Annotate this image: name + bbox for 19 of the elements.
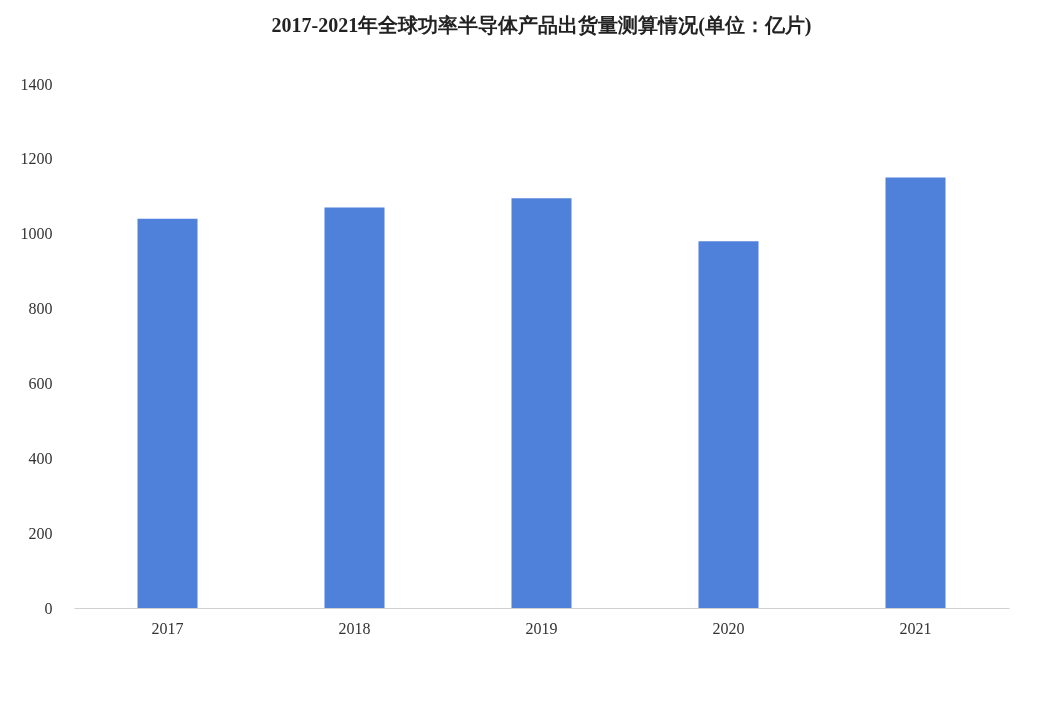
bar	[698, 241, 759, 608]
chart-title: 2017-2021年全球功率半导体产品出货量测算情况(单位：亿片)	[271, 14, 812, 37]
y-tick-label: 600	[28, 374, 53, 392]
bar	[137, 218, 198, 608]
bar	[885, 177, 946, 608]
x-tick-label: 2019	[525, 619, 558, 637]
y-tick-label: 800	[28, 300, 53, 318]
y-tick-label: 400	[28, 449, 53, 467]
y-tick-label: 200	[28, 524, 53, 542]
y-tick-label: 1000	[20, 225, 53, 243]
x-tick-label: 2020	[712, 619, 745, 637]
y-tick-label: 1400	[20, 75, 53, 93]
x-tick-label: 2018	[338, 619, 371, 637]
bar	[324, 207, 385, 608]
y-tick-label: 0	[44, 599, 53, 617]
x-tick-label: 2021	[899, 619, 932, 637]
bar	[511, 198, 572, 608]
x-tick-label: 2017	[151, 619, 184, 637]
y-tick-label: 1200	[20, 150, 53, 168]
